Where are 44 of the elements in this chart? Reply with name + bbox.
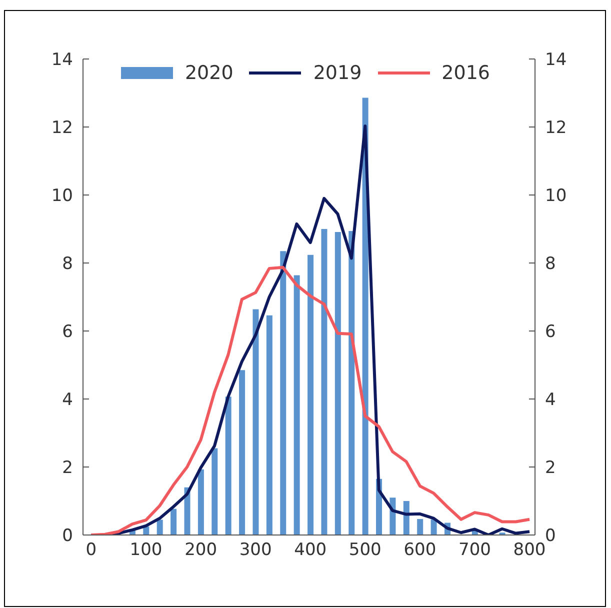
legend-label: 2020 — [184, 62, 234, 84]
x-tick-label: 500 — [348, 540, 382, 560]
y-tick-label: 4 — [62, 390, 73, 410]
bar — [294, 275, 300, 535]
y-tick-label: 14 — [51, 50, 73, 70]
bar — [170, 508, 177, 535]
x-tick-label: 600 — [404, 540, 436, 560]
y2-tick-label: 8 — [545, 254, 556, 274]
bar — [308, 254, 314, 535]
y2-tick-label: 12 — [545, 118, 567, 138]
x-tick-label: 400 — [294, 540, 327, 560]
y-tick-label: 8 — [62, 254, 73, 274]
bar — [334, 232, 341, 535]
x-tick-label: 700 — [458, 540, 491, 560]
y2-tick-label: 6 — [545, 322, 556, 342]
y2-tick-label: 0 — [545, 526, 556, 546]
y2-tick-label: 14 — [545, 50, 567, 70]
bar — [417, 519, 424, 535]
x-tick-label: 0 — [86, 540, 97, 560]
bar — [266, 315, 272, 535]
y2-tick-label: 4 — [545, 390, 556, 410]
y-tick-label: 12 — [51, 118, 73, 138]
bar — [225, 396, 232, 535]
y-tick-label: 0 — [62, 526, 73, 546]
y2-tick-label: 2 — [545, 458, 556, 478]
line-series — [90, 266, 532, 535]
x-tick-label: 100 — [130, 540, 162, 560]
bar — [348, 231, 355, 535]
x-tick-label: 300 — [239, 540, 272, 560]
bar — [156, 520, 163, 535]
bar — [321, 229, 328, 535]
y-tick-label: 10 — [51, 186, 73, 206]
bar — [198, 469, 204, 535]
legend-label: 2016 — [442, 62, 490, 84]
bar — [239, 370, 246, 535]
x-tick-label: 200 — [184, 540, 218, 560]
bar — [280, 251, 286, 535]
bar — [212, 448, 218, 535]
y2-tick-label: 10 — [545, 186, 567, 206]
y-tick-label: 6 — [62, 322, 73, 342]
y-tick-label: 2 — [62, 458, 73, 478]
legend-label: 2019 — [313, 62, 362, 84]
bar — [252, 309, 259, 535]
x-tick-label: 800 — [513, 540, 546, 560]
